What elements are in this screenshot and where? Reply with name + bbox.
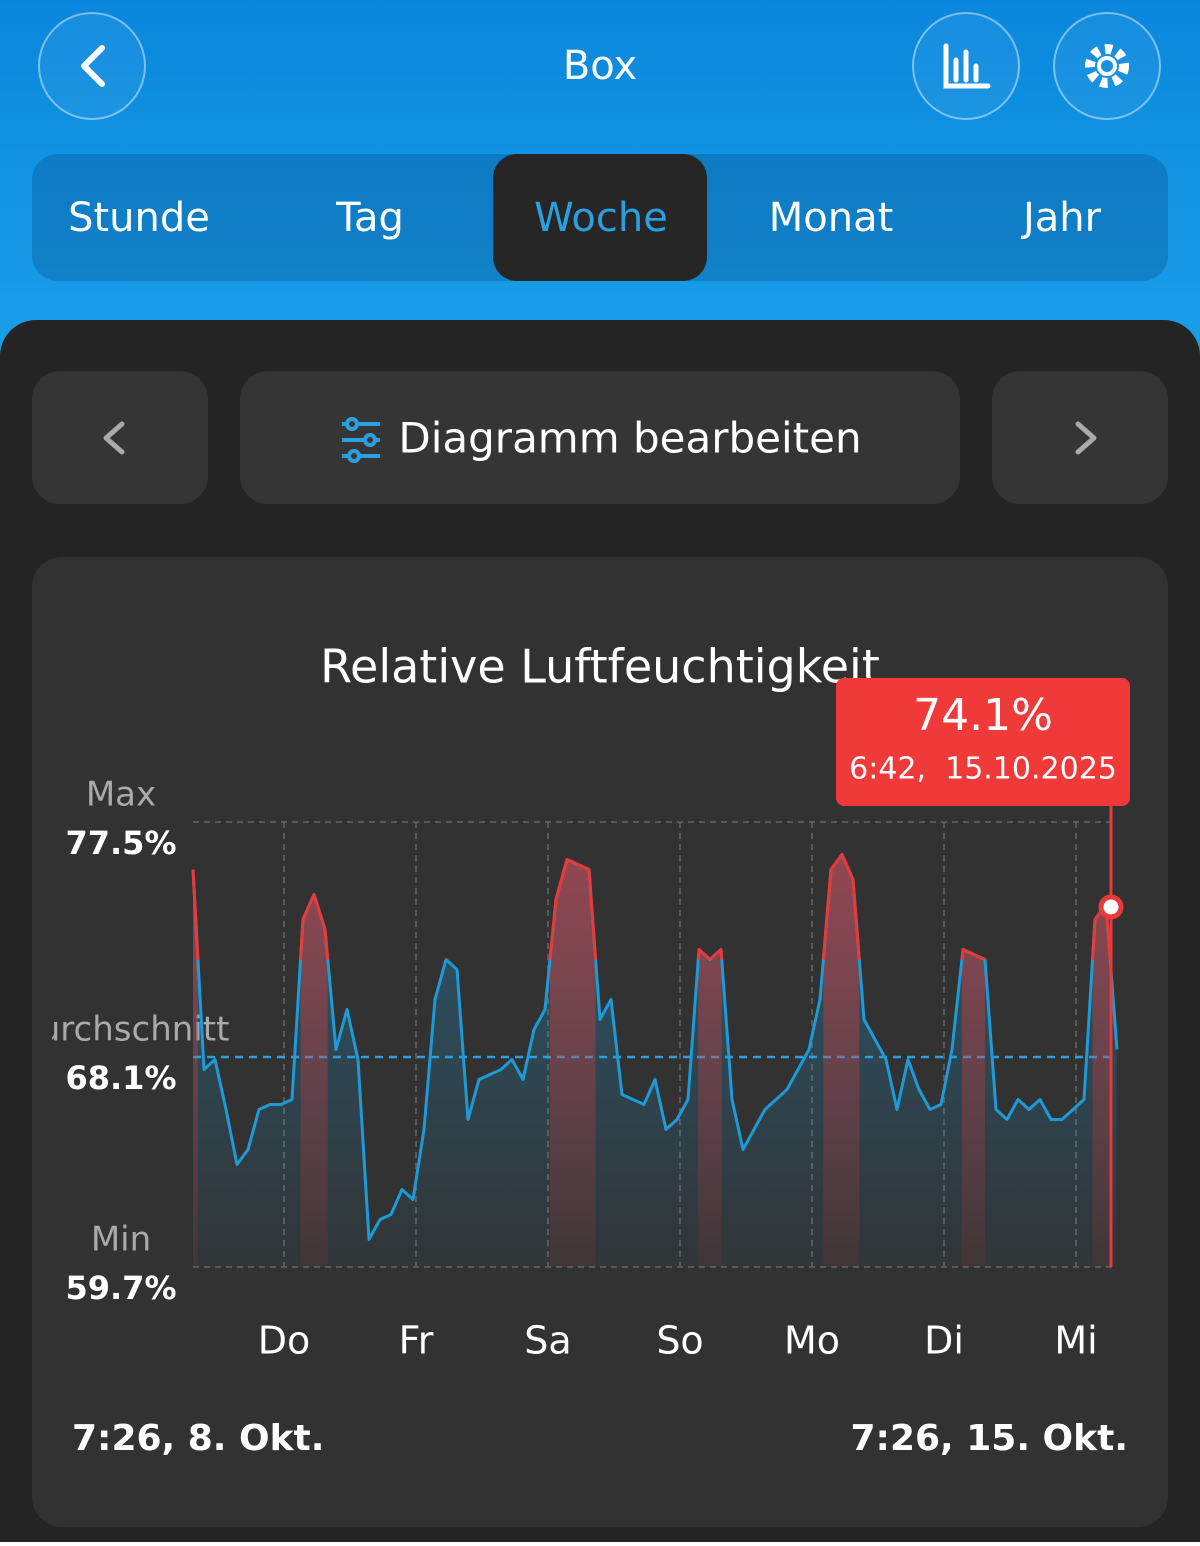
y-tick-label: 59.7% — [65, 1269, 176, 1307]
next-button[interactable] — [992, 371, 1168, 504]
tab[interactable]: Tag — [335, 195, 404, 241]
y-tick-label: 77.5% — [65, 824, 176, 862]
x-tick-label: Do — [258, 1319, 311, 1363]
tooltip-box — [836, 678, 1130, 806]
y-tick-label: 68.1% — [65, 1059, 176, 1097]
tooltip-time: 6:42, 15.10.2025 — [849, 752, 1117, 787]
x-tick-label: Di — [924, 1319, 964, 1363]
tab[interactable]: Woche — [534, 195, 668, 241]
tooltip-marker — [1098, 894, 1124, 920]
chart-title: Relative Luftfeuchtigkeit — [320, 640, 880, 694]
back-button[interactable] — [38, 12, 146, 120]
tab-active-bg — [493, 154, 707, 281]
header-title: Box — [563, 43, 637, 89]
settings-gear — [1085, 44, 1129, 88]
y-tick-name: Min — [91, 1220, 151, 1260]
x-tick-label: So — [656, 1319, 703, 1363]
settings-hub — [1097, 56, 1117, 76]
line-highlight — [191, 853, 1112, 960]
x-tick-label: Fr — [399, 1319, 434, 1363]
tooltip-value: 74.1% — [913, 690, 1053, 741]
x-tick-label: Sa — [524, 1319, 571, 1363]
tab[interactable]: Jahr — [1020, 195, 1102, 241]
edit-icon — [342, 417, 380, 463]
back-icon — [81, 45, 105, 87]
prev-icon — [103, 421, 125, 455]
y-tick-name: Max — [86, 775, 156, 815]
prev-button[interactable] — [32, 371, 208, 504]
stats-icon — [943, 43, 991, 89]
x-tick-label: Mo — [784, 1319, 840, 1363]
x-tick-label: Mi — [1054, 1319, 1097, 1363]
end-label: 7:26, 15. Okt. — [851, 1418, 1129, 1459]
edit-label[interactable]: Diagramm bearbeiten — [398, 414, 861, 463]
next-icon — [1075, 421, 1097, 455]
tab[interactable]: Stunde — [68, 195, 210, 241]
tab[interactable]: Monat — [769, 195, 894, 241]
settings-button[interactable] — [1053, 12, 1161, 120]
start-label: 7:26, 8. Okt. — [72, 1418, 324, 1459]
edit-button[interactable] — [240, 371, 960, 504]
area — [193, 854, 1117, 1267]
